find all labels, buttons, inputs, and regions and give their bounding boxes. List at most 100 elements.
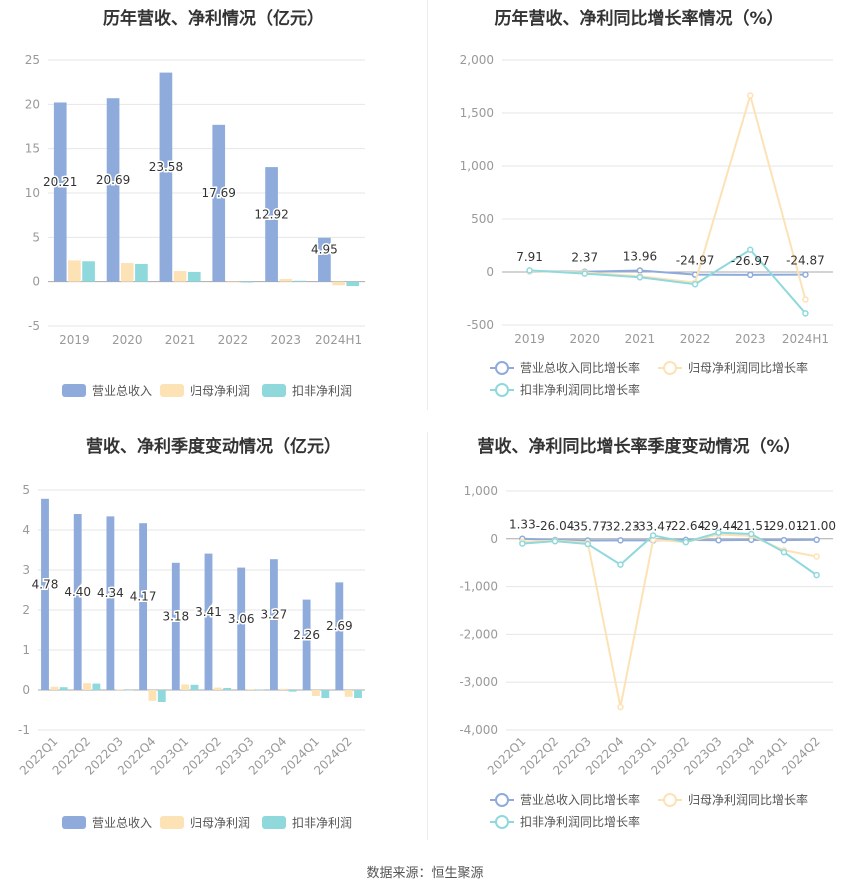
bar	[354, 690, 362, 698]
chart-annual-rev-profit: -5 0 5 10 15 20 25 2019 2020 2021 2022 2023 2024H1 20…	[25, 53, 365, 398]
bar	[293, 280, 307, 282]
bar	[92, 683, 101, 690]
bar	[106, 516, 115, 690]
y-tick-label: 0	[490, 532, 498, 546]
x-tick-label: 2020	[569, 332, 600, 346]
data-label: 20.21	[43, 175, 77, 189]
data-label: -26.04	[536, 519, 575, 533]
series-point	[748, 530, 755, 538]
legend-label: 营业总收入	[92, 816, 152, 830]
series-point	[636, 267, 644, 274]
x-tick-label: 2023	[270, 333, 301, 347]
x-tick-label: 2024H1	[315, 333, 362, 347]
y-tick-label: 4	[22, 523, 30, 537]
bar	[157, 690, 166, 702]
bar	[332, 281, 345, 286]
panel-divider	[427, 0, 428, 410]
data-label: -32.23	[601, 519, 640, 533]
y-tick-label: -3,000	[459, 675, 498, 689]
bar	[53, 102, 67, 282]
legend-label: 归母净利润同比增长率	[688, 360, 808, 375]
bar	[212, 124, 226, 282]
data-label: -21.00	[797, 519, 836, 533]
bar	[83, 683, 91, 690]
series-point	[747, 92, 754, 99]
legend-swatch-marker	[663, 361, 677, 375]
x-tick-label: 2022	[218, 333, 249, 347]
data-label: 3.41	[195, 605, 222, 619]
bar	[213, 687, 222, 690]
bar	[120, 263, 134, 282]
bar	[73, 514, 82, 690]
y-tick-label: 2	[22, 603, 30, 617]
y-tick-label: -1,000	[459, 580, 498, 594]
series-point	[691, 280, 699, 288]
data-label: 7.91	[516, 250, 543, 264]
data-label: 4.40	[64, 585, 91, 599]
x-tick-label: 2023	[735, 332, 766, 346]
bar	[312, 690, 320, 696]
data-label: -21.51	[732, 519, 771, 533]
y-tick-label: 0	[22, 683, 30, 697]
series-point	[581, 270, 588, 277]
data-label: -35.77	[568, 520, 607, 534]
legend-swatch-marker	[495, 815, 509, 829]
bar	[148, 690, 157, 701]
bar	[68, 260, 81, 282]
chart-title: 历年营收、净利情况（亿元）	[103, 9, 324, 29]
chart-annual-growth: -500 0 500 1,000 1,500 2,000 2019 2020 2021 2022 2…	[460, 53, 833, 397]
x-tick-label: 2022	[680, 332, 711, 346]
bar	[246, 689, 255, 690]
legend-swatch-marker	[663, 793, 677, 807]
series-point	[747, 271, 754, 279]
y-tick-label: -5	[28, 319, 40, 333]
chart-title: 历年营收、净利同比增长率情况（%）	[494, 9, 784, 29]
legend-label: 归母净利润同比增长率	[688, 792, 808, 807]
data-label: 23.58	[149, 160, 183, 174]
bar	[279, 279, 293, 282]
legend-label: 归母净利润	[190, 384, 250, 398]
bar	[346, 281, 360, 287]
data-label: 1.33	[509, 518, 536, 532]
bar	[82, 261, 95, 282]
bar	[159, 72, 173, 282]
data-label: -33.47	[634, 519, 673, 533]
series-point	[636, 274, 644, 281]
y-tick-label: 2,000	[460, 53, 494, 67]
legend-swatch	[160, 816, 184, 829]
chart-quarterly-growth: -4,000-3,000-2,000-1,00001,0002022Q12022…	[459, 484, 836, 829]
series-point	[802, 296, 809, 303]
series-point	[682, 538, 690, 546]
data-label: -26.97	[731, 254, 770, 268]
bar	[269, 559, 278, 690]
series-line	[529, 248, 807, 314]
y-tick-label: 25	[25, 53, 40, 67]
data-label: 3.06	[228, 612, 255, 626]
data-label: 13.96	[623, 250, 657, 264]
legend-swatch	[262, 816, 286, 829]
chart-panel-annual-rev: 历年营收、净利情况（亿元） -5 0 5 10 15 20 25 2019 2020 2021 20…	[0, 0, 427, 410]
y-tick-label: -500	[467, 318, 494, 332]
y-tick-label: 10	[25, 186, 40, 200]
bar	[173, 271, 187, 282]
legend-swatch	[262, 384, 286, 397]
x-tick-label: 2021	[625, 332, 656, 346]
data-label: -29.44	[699, 519, 738, 533]
panel-divider	[427, 432, 428, 840]
bar	[318, 237, 331, 282]
bar	[335, 582, 344, 690]
series-point	[813, 536, 820, 544]
series-point	[802, 271, 809, 278]
y-tick-label: 15	[25, 142, 40, 156]
bar	[240, 281, 254, 283]
bar	[139, 523, 148, 690]
series-point	[519, 540, 526, 547]
legend-swatch	[62, 384, 86, 397]
y-tick-label: 1,500	[460, 106, 494, 120]
data-label: 4.78	[32, 577, 59, 591]
series-point	[780, 536, 788, 544]
y-tick-label: -2,000	[459, 627, 498, 641]
y-tick-label: 1,000	[460, 159, 494, 173]
data-label: 3.18	[162, 609, 189, 623]
bar	[171, 562, 180, 690]
